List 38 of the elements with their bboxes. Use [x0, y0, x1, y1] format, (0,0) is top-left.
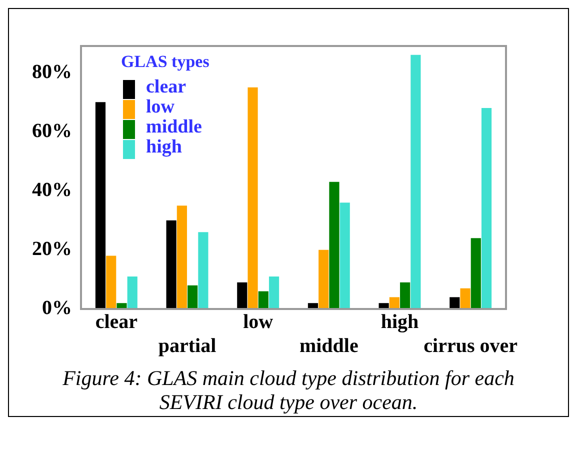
x-tick-label: cirrus over: [424, 335, 518, 358]
bar: [198, 232, 208, 309]
x-tick-label: high: [380, 311, 419, 334]
bar: [106, 256, 116, 309]
legend-label: high: [146, 136, 182, 158]
y-tick-label: 20%: [32, 238, 72, 260]
y-tick-label: 0%: [42, 297, 72, 320]
x-tick-label: low: [243, 311, 274, 334]
bar: [176, 206, 187, 309]
bar: [340, 202, 350, 309]
bar: [188, 285, 198, 309]
bar: [410, 54, 421, 309]
text: Figure 4: GLAS main cloud type distribution for each SEVIRI cloud type over ocean.: [62, 365, 516, 416]
bar: [460, 288, 470, 309]
legend-label: middle: [146, 116, 202, 138]
bar: [450, 297, 460, 309]
bar: [268, 276, 280, 309]
bar: [318, 250, 329, 309]
y-tick-label: 40%: [32, 178, 72, 201]
bar: [389, 297, 400, 309]
bar: [248, 87, 258, 309]
bar: [470, 238, 481, 309]
bar: [237, 282, 248, 309]
bar: [329, 182, 340, 309]
legend-label: clear: [146, 76, 187, 98]
bar: [166, 220, 176, 309]
y-tick-label: 60%: [32, 120, 72, 142]
bar: [481, 108, 492, 309]
x-tick-label: partial: [158, 335, 217, 358]
bar: [127, 276, 138, 309]
legend-title: GLAS types: [121, 52, 210, 71]
y-tick-label: 80%: [32, 60, 72, 83]
x-tick-label: middle: [299, 335, 358, 358]
bar: [258, 291, 268, 309]
bar: [400, 282, 410, 309]
x-tick-label: clear: [95, 311, 138, 334]
legend-label: low: [146, 96, 175, 118]
bar: [95, 102, 106, 309]
